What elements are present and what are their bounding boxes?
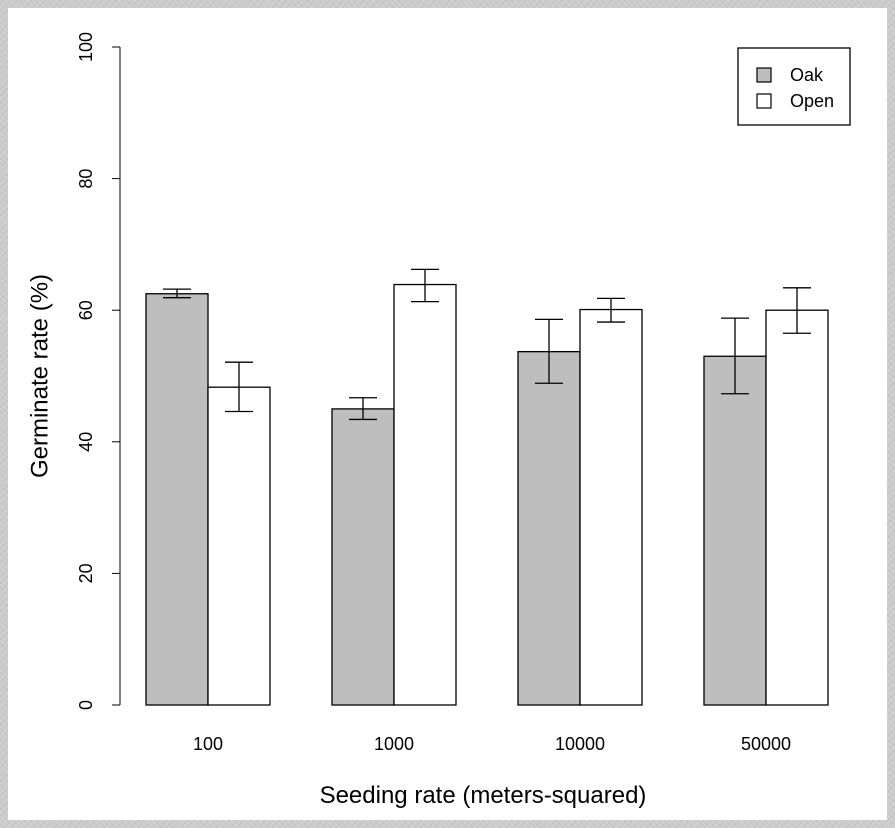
bar-oak-1000 bbox=[331, 408, 395, 706]
y-tick-label-60: 60 bbox=[76, 300, 96, 320]
legend-label-open: Open bbox=[790, 91, 834, 111]
x-category-label-1000: 1000 bbox=[374, 734, 414, 754]
legend-swatch-oak bbox=[756, 67, 772, 83]
y-axis-title: Germinate rate (%) bbox=[27, 274, 54, 478]
y-tick-label-40: 40 bbox=[76, 432, 96, 452]
bar-open-50000 bbox=[765, 309, 829, 706]
x-category-label-100: 100 bbox=[193, 734, 223, 754]
bar-oak-100 bbox=[145, 293, 209, 706]
x-category-label-50000: 50000 bbox=[741, 734, 791, 754]
bar-open-100 bbox=[207, 386, 271, 706]
legend-label-oak: Oak bbox=[790, 65, 824, 85]
x-axis-title: Seeding rate (meters-squared) bbox=[320, 782, 647, 809]
legend-box bbox=[737, 47, 851, 126]
y-tick-label-100: 100 bbox=[76, 32, 96, 62]
x-category-label-10000: 10000 bbox=[555, 734, 605, 754]
y-tick-label-0: 0 bbox=[76, 700, 96, 710]
bar-oak-50000 bbox=[703, 355, 767, 706]
legend-swatch-open bbox=[756, 93, 772, 109]
bar-open-1000 bbox=[393, 283, 457, 706]
y-tick-label-80: 80 bbox=[76, 169, 96, 189]
bar-open-10000 bbox=[579, 308, 643, 706]
y-tick-label-20: 20 bbox=[76, 563, 96, 583]
bar-oak-10000 bbox=[517, 351, 581, 706]
